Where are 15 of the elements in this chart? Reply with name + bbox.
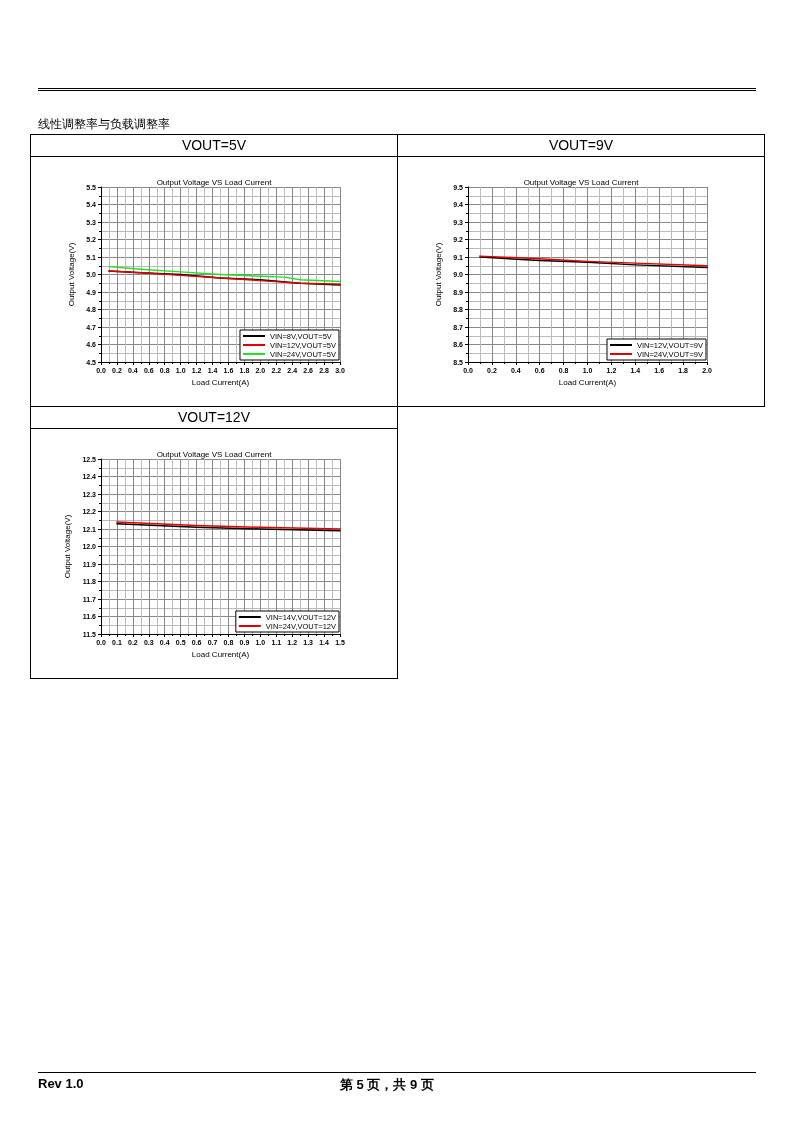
y-axis-title: Output Voltage(V) xyxy=(66,242,76,307)
chart-title: Output Voltage VS Load Current xyxy=(156,177,273,187)
x-axis-title: Load Current(A) xyxy=(191,650,250,660)
chart-title: Output Voltage VS Load Current xyxy=(156,449,273,459)
y-axis-title: Output Voltage(V) xyxy=(433,242,443,307)
text: 线性调整率与负载调整率 xyxy=(38,116,170,133)
chart-subtitle: VOUT=9V xyxy=(398,135,764,157)
y-axis-title: Output Voltage(V) xyxy=(62,514,72,579)
chart-subtitle: VOUT=5V xyxy=(31,135,397,157)
text: 第 5 页，共 9 页 xyxy=(340,1076,434,1094)
x-axis-title: Load Current(A) xyxy=(191,378,250,388)
x-axis-title: Load Current(A) xyxy=(558,378,617,388)
chart-subtitle: VOUT=12V xyxy=(31,407,397,429)
text: Rev 1.0 xyxy=(38,1076,84,1091)
chart-title: Output Voltage VS Load Current xyxy=(523,177,640,187)
